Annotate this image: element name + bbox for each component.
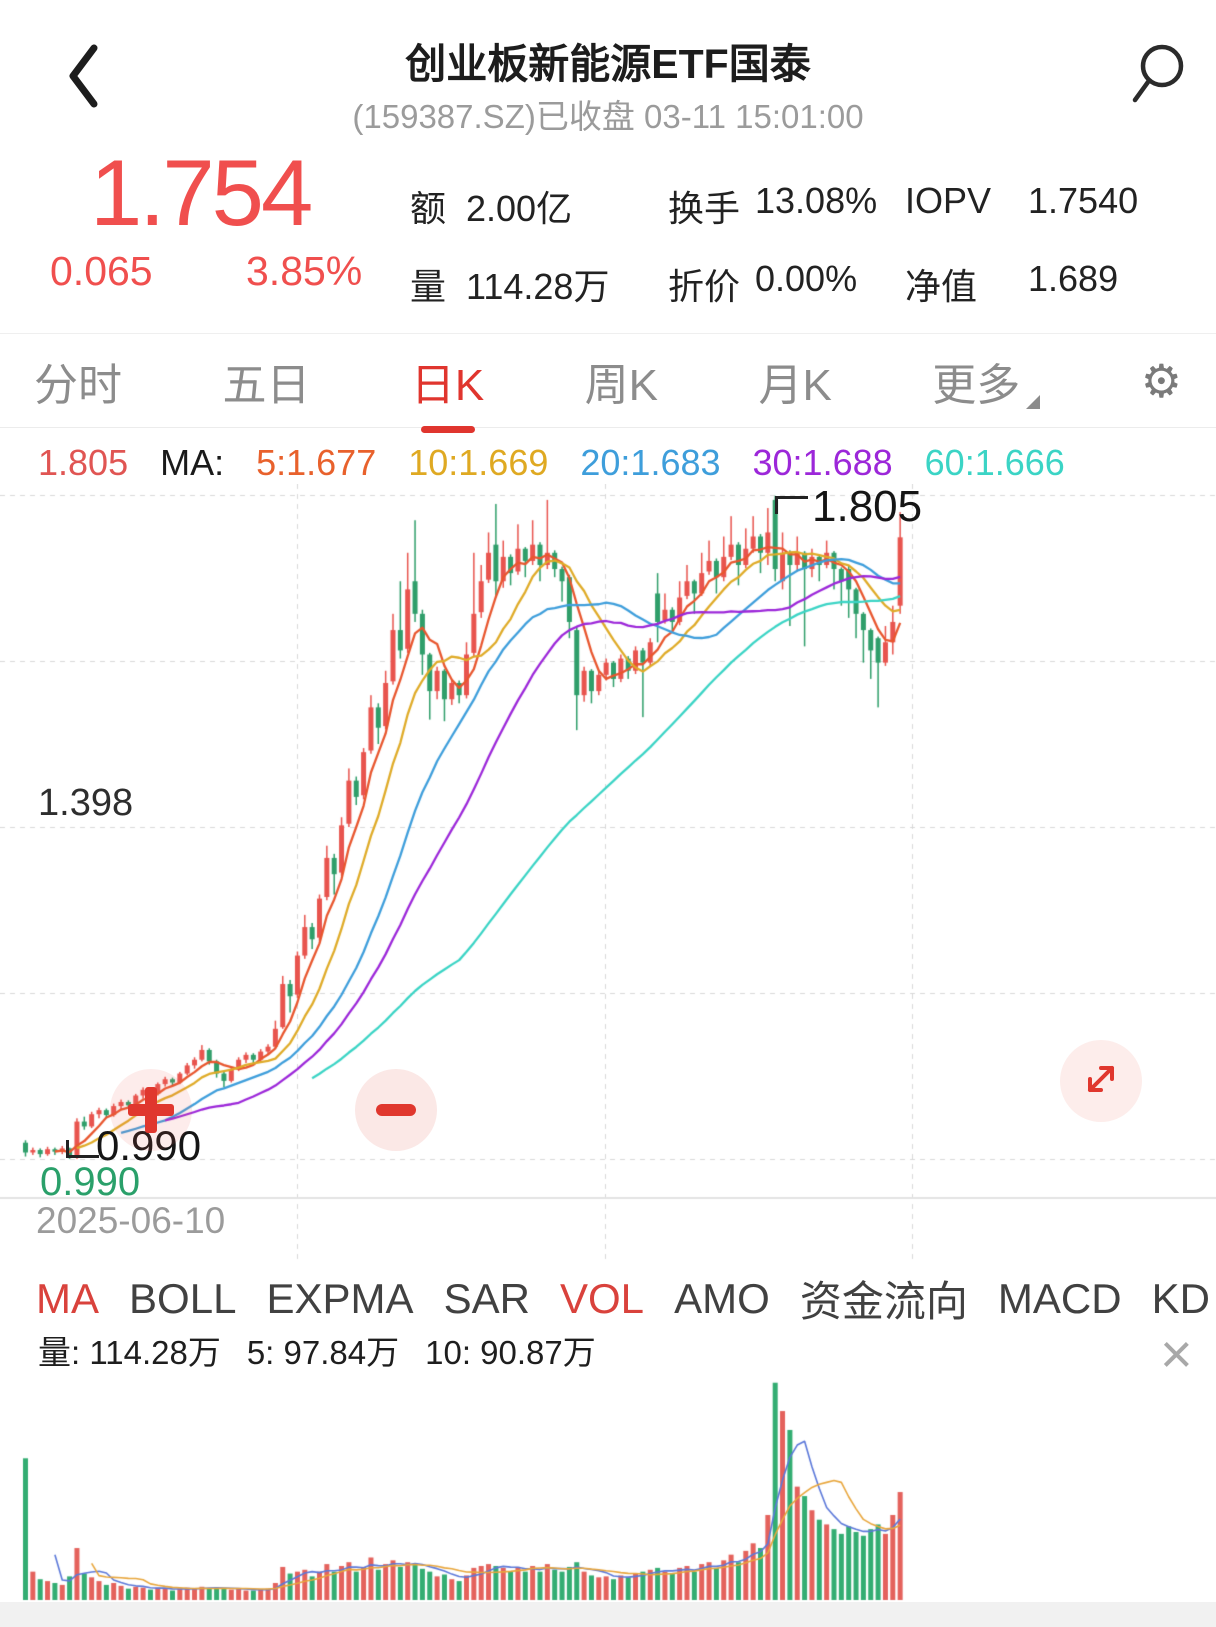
price-change: 0.065: [50, 248, 153, 294]
chart-start-date: 2025-06-10: [36, 1200, 226, 1241]
tab-five-day[interactable]: 五日: [222, 360, 311, 410]
indicator-vol[interactable]: VOL: [560, 1274, 645, 1322]
ma-legend: 1.805 MA: 5:1.677 10:1.669 20:1.683 30:1…: [0, 442, 1216, 484]
volume-current: 量: 114.28万: [38, 1334, 221, 1371]
volume-legend: 量: 114.28万 5: 97.84万 10: 90.87万: [38, 1326, 596, 1374]
stat-value-nav: 1.689: [1028, 258, 1119, 299]
ma5-value: 5:1.677: [256, 442, 377, 483]
price-change-percent: 3.85%: [246, 248, 363, 294]
ma60-value: 60:1.666: [924, 442, 1065, 483]
stat-label-nav: 净值: [905, 266, 978, 307]
high-point-label: 1.805: [812, 482, 923, 531]
axis-mid-label: 1.398: [38, 782, 134, 824]
last-price: 1.754: [90, 140, 313, 245]
indicator-expma[interactable]: EXPMA: [266, 1274, 414, 1322]
volume-chart[interactable]: [0, 1366, 1216, 1604]
stat-label-iopv: IOPV: [905, 180, 992, 221]
stat-value-discount: 0.00%: [755, 258, 858, 299]
indicator-amo[interactable]: AMO: [674, 1274, 770, 1322]
indicator-ma[interactable]: MA: [36, 1274, 99, 1322]
stat-value-amount: 2.00亿: [466, 188, 573, 229]
page-subtitle: (159387.SZ)已收盘 03-11 15:01:00: [352, 98, 864, 135]
more-triangle-icon: [1026, 394, 1041, 409]
fullscreen-button[interactable]: [1060, 1040, 1142, 1122]
minus-icon: [376, 1104, 416, 1116]
indicator-bar: MA BOLL EXPMA SAR VOL AMO 资金流向 MACD KD: [0, 1268, 1216, 1329]
tab-minute[interactable]: 分时: [34, 360, 122, 410]
stat-value-turnover: 13.08%: [755, 180, 878, 221]
stat-label-discount: 折价: [668, 266, 741, 307]
bottom-strip: [0, 1602, 1216, 1627]
tab-daily-k[interactable]: 日K: [411, 349, 484, 433]
stat-label-amount: 额: [410, 188, 447, 229]
back-icon[interactable]: [64, 40, 104, 117]
ma30-value: 30:1.688: [752, 442, 893, 483]
ma20-value: 20:1.683: [580, 442, 721, 483]
indicator-kdj[interactable]: KD: [1151, 1274, 1210, 1322]
ma-prefix: MA:: [160, 442, 225, 483]
search-icon[interactable]: [1128, 40, 1192, 117]
axis-max-label: 1.805: [38, 442, 129, 483]
page-title: 创业板新能源ETF国泰: [405, 41, 811, 87]
tab-weekly-k[interactable]: 周K: [584, 360, 659, 410]
indicator-boll[interactable]: BOLL: [129, 1274, 237, 1322]
low-point-marker: [66, 1140, 99, 1158]
stat-value-iopv: 1.7540: [1028, 180, 1139, 221]
stat-label-turnover: 换手: [668, 188, 741, 229]
volume-ma10: 10: 90.87万: [425, 1334, 596, 1371]
stat-value-volume: 114.28万: [466, 266, 610, 307]
active-tab-underline: [420, 425, 475, 433]
stat-label-volume: 量: [410, 266, 447, 307]
expand-icon: [1077, 1055, 1125, 1108]
high-point-marker: [775, 496, 808, 514]
candlestick-chart[interactable]: [0, 484, 1216, 1264]
indicator-sar[interactable]: SAR: [443, 1274, 530, 1322]
tab-more[interactable]: 更多: [932, 349, 1041, 413]
gear-icon[interactable]: ⚙: [1140, 354, 1182, 407]
period-tabbar: 分时 五日 日K 周K 月K 更多 ⚙: [0, 333, 1216, 433]
indicator-moneyflow[interactable]: 资金流向: [799, 1278, 968, 1325]
plus-icon-vertical: [145, 1087, 157, 1133]
tab-monthly-k[interactable]: 月K: [758, 360, 832, 410]
ma10-value: 10:1.669: [408, 442, 549, 483]
volume-ma5: 5: 97.84万: [246, 1334, 400, 1371]
indicator-macd[interactable]: MACD: [997, 1274, 1122, 1322]
axis-min-label: 0.990: [40, 1160, 141, 1204]
